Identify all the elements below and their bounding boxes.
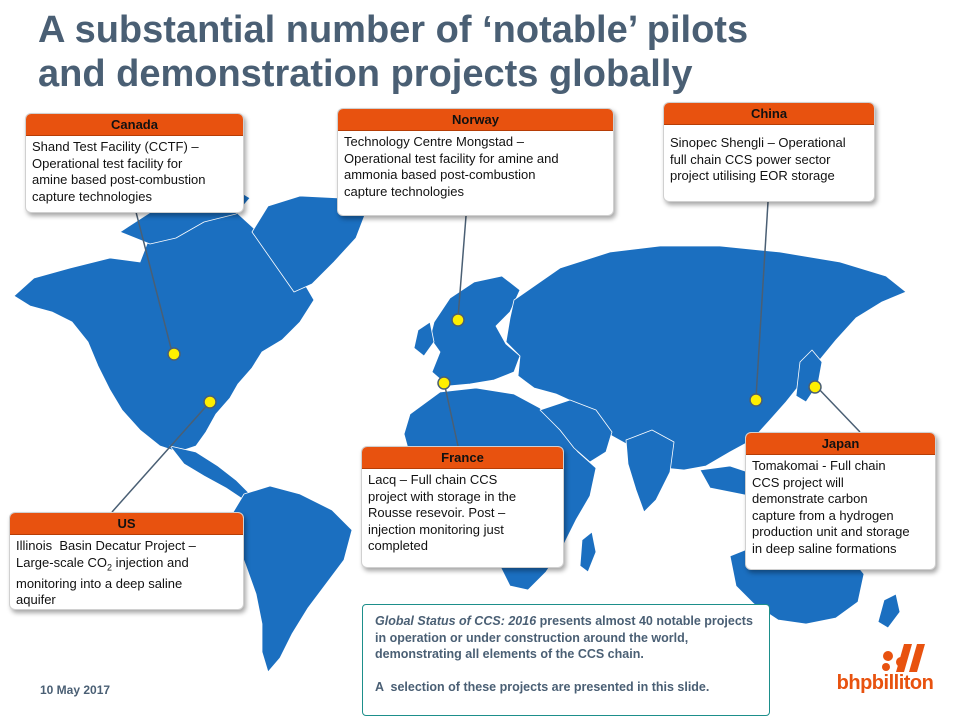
- us-line: Illinois Basin Decatur Project –: [16, 538, 196, 553]
- us-connector: [111, 401, 211, 513]
- japan-project-card: Japan Tomakomai - Full chain CCS project…: [745, 432, 936, 570]
- central-america-landmass: [169, 445, 251, 501]
- bhp-logo-mark-icon: [882, 644, 925, 672]
- france-project-card: France Lacq – Full chain CCS project wit…: [361, 446, 564, 568]
- norway-card-body: Technology Centre Mongstad – Operational…: [338, 131, 613, 204]
- france-line: Rousse resevoir. Post –: [368, 505, 506, 520]
- info-lead: Global Status of CCS: 2016: [375, 614, 537, 628]
- norway-line: Operational test facility for amine and: [344, 150, 559, 166]
- us-line: monitoring into a deep saline: [16, 575, 183, 591]
- china-line: project utilising EOR storage: [670, 168, 835, 183]
- japan-connector: [815, 385, 861, 433]
- france-card-header: France: [362, 447, 563, 469]
- japan-marker[interactable]: [808, 380, 822, 394]
- china-card-header: China: [664, 103, 874, 125]
- norway-line: capture technologies: [344, 183, 464, 199]
- india-landmass: [625, 429, 675, 513]
- france-card-body: Lacq – Full chain CCS project with stora…: [362, 469, 563, 559]
- china-line: Sinopec Shengli – Operational: [670, 135, 846, 150]
- norway-connector: [457, 215, 467, 319]
- canada-connector: [135, 211, 173, 353]
- china-line: full chain CCS power sector: [670, 151, 831, 167]
- canada-card-body: Shand Test Facility (CCTF) – Operational…: [26, 136, 243, 209]
- ccs-status-info-box: Global Status of CCS: 2016 presents almo…: [362, 604, 770, 716]
- us-line-text: injection and: [112, 554, 189, 570]
- japan-line: Tomakomai - Full chain: [752, 458, 886, 473]
- us-card-header: US: [10, 513, 243, 535]
- info-rest: presents almost 40 notable projects in o…: [375, 614, 753, 661]
- europe-landmass: [429, 275, 521, 387]
- norway-line: ammonia based post-combustion: [344, 167, 536, 182]
- china-card-body: Sinopec Shengli – Operational full chain…: [664, 125, 874, 189]
- greenland-landmass: [251, 195, 367, 293]
- canada-line: Shand Test Facility (CCTF) –: [32, 139, 199, 154]
- british-isles-landmass: [413, 321, 435, 357]
- canada-line: Operational test facility for: [32, 155, 183, 171]
- info-paragraph: Global Status of CCS: 2016 presents almo…: [375, 613, 757, 663]
- china-project-card: China Sinopec Shengli – Operational full…: [663, 102, 875, 202]
- japan-line: production unit and storage: [752, 524, 910, 539]
- france-line: Lacq – Full chain CCS: [368, 472, 498, 487]
- canada-line: capture technologies: [32, 188, 152, 204]
- south-america-landmass: [231, 485, 353, 673]
- norway-marker[interactable]: [451, 313, 465, 327]
- logo-wordmark: bhpbilliton: [836, 672, 934, 694]
- arabia-landmass: [539, 399, 613, 463]
- china-connector: [755, 201, 769, 399]
- slide-date: 10 May 2017: [40, 683, 111, 697]
- slide-title-line2: and demonstration projects globally: [38, 53, 693, 95]
- canada-line: amine based post-combustion: [32, 172, 206, 187]
- us-line: aquifer: [16, 592, 56, 608]
- us-line: Large-scale CO2 injection and: [16, 555, 237, 576]
- madagascar-landmass: [579, 531, 597, 573]
- france-marker[interactable]: [437, 376, 451, 390]
- us-project-card: US Illinois Basin Decatur Project – Larg…: [9, 512, 244, 610]
- bhp-billiton-logo: bhpbilliton: [820, 640, 950, 700]
- france-line: project with storage in the: [368, 488, 517, 504]
- norway-project-card: Norway Technology Centre Mongstad – Oper…: [337, 108, 614, 216]
- norway-card-header: Norway: [338, 109, 613, 131]
- new-zealand-landmass: [877, 593, 901, 629]
- japan-card-body: Tomakomai - Full chain CCS project will …: [746, 455, 935, 561]
- canada-project-card: Canada Shand Test Facility (CCTF) – Oper…: [25, 113, 244, 213]
- us-card-body: Illinois Basin Decatur Project – Large-s…: [10, 535, 243, 609]
- france-connector: [443, 381, 459, 447]
- france-line: injection monitoring just: [368, 521, 504, 537]
- co2-subscript: 2: [107, 562, 113, 573]
- us-line-text: Large-scale CO: [16, 554, 108, 570]
- china-marker[interactable]: [749, 393, 763, 407]
- japan-card-header: Japan: [746, 433, 935, 455]
- japan-line: in deep saline formations: [752, 540, 897, 556]
- canada-marker[interactable]: [167, 347, 181, 361]
- canada-card-header: Canada: [26, 114, 243, 136]
- japan-line: CCS project will: [752, 474, 844, 490]
- us-marker[interactable]: [203, 395, 217, 409]
- japan-line: demonstrate carbon: [752, 491, 868, 506]
- info-selection: A selection of these projects are presen…: [375, 679, 710, 694]
- norway-line: Technology Centre Mongstad –: [344, 134, 524, 149]
- slide-title: A substantial number of ‘notable’ pilots…: [38, 8, 938, 96]
- slide-title-line1: A substantial number of ‘notable’ pilots: [38, 9, 749, 51]
- japan-line: capture from a hydrogen: [752, 507, 894, 523]
- france-line: completed: [368, 538, 428, 553]
